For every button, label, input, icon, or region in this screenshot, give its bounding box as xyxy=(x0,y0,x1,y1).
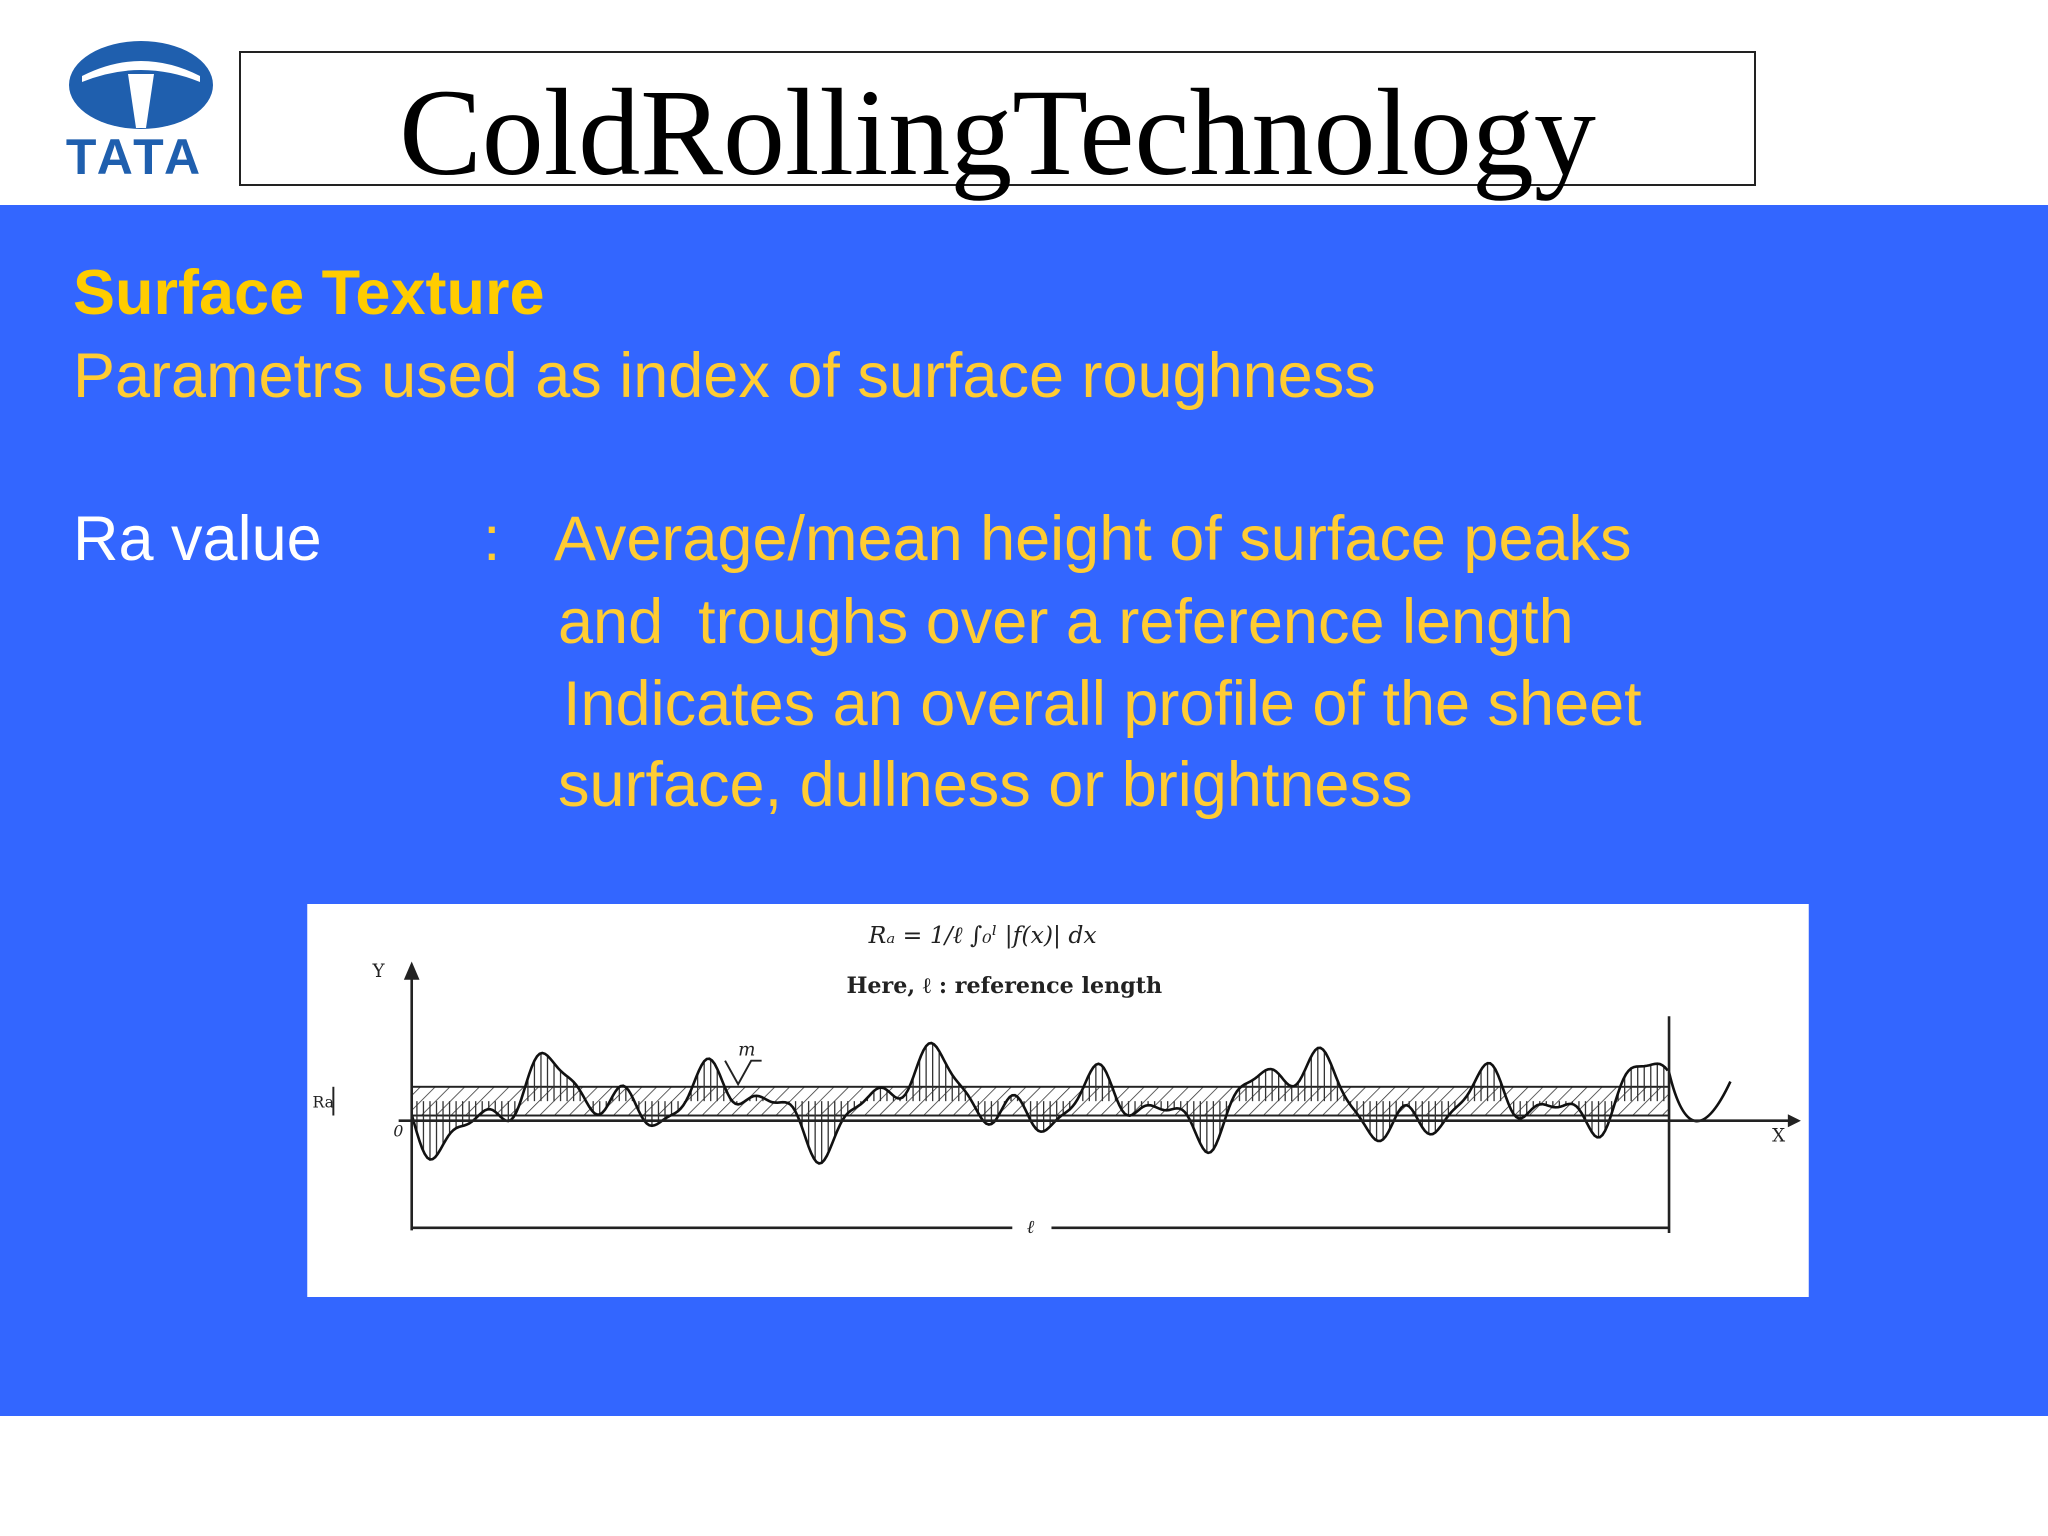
y-label: Y xyxy=(372,961,386,982)
logo-stroke xyxy=(128,74,154,128)
roughness-figure: Rₐ = 1/ℓ ∫₀ˡ |f(x)| dx Here, ℓ : referen… xyxy=(307,904,1809,1297)
logo-stroke xyxy=(82,61,200,82)
length-label: ℓ xyxy=(1027,1217,1035,1238)
definition-line: surface, dullness or brightness xyxy=(558,750,1413,820)
term: Ra value xyxy=(73,504,322,574)
formula: Rₐ = 1/ℓ ∫₀ˡ |f(x)| dx xyxy=(868,921,1097,950)
leader-line xyxy=(724,1059,762,1087)
subheading: Parametrs used as index of surface rough… xyxy=(73,341,1376,411)
origin-label: 0 xyxy=(393,1121,403,1140)
definition-line: Indicates an overall profile of the shee… xyxy=(563,669,1642,739)
definition-line: and troughs over a reference length xyxy=(558,587,1574,657)
mean-label: m xyxy=(738,1039,755,1060)
logo-text: TATA xyxy=(66,129,204,185)
separator: : xyxy=(483,504,501,574)
logo: TATA xyxy=(66,41,213,185)
formula-note: Here, ℓ : reference length xyxy=(846,973,1162,999)
ra-label: Ra xyxy=(312,1093,333,1112)
mean-band xyxy=(410,1085,1671,1117)
x-label: X xyxy=(1772,1126,1785,1147)
arrow xyxy=(403,961,420,980)
title: ColdRollingTechnology xyxy=(399,64,1596,201)
profile-part xyxy=(410,1041,1669,1165)
definition-line: Average/mean height of surface peaks xyxy=(554,504,1632,574)
arrow xyxy=(1787,1114,1801,1128)
title-box xyxy=(239,51,1756,186)
profile xyxy=(410,1041,1732,1165)
heading: Surface Texture xyxy=(73,258,545,328)
